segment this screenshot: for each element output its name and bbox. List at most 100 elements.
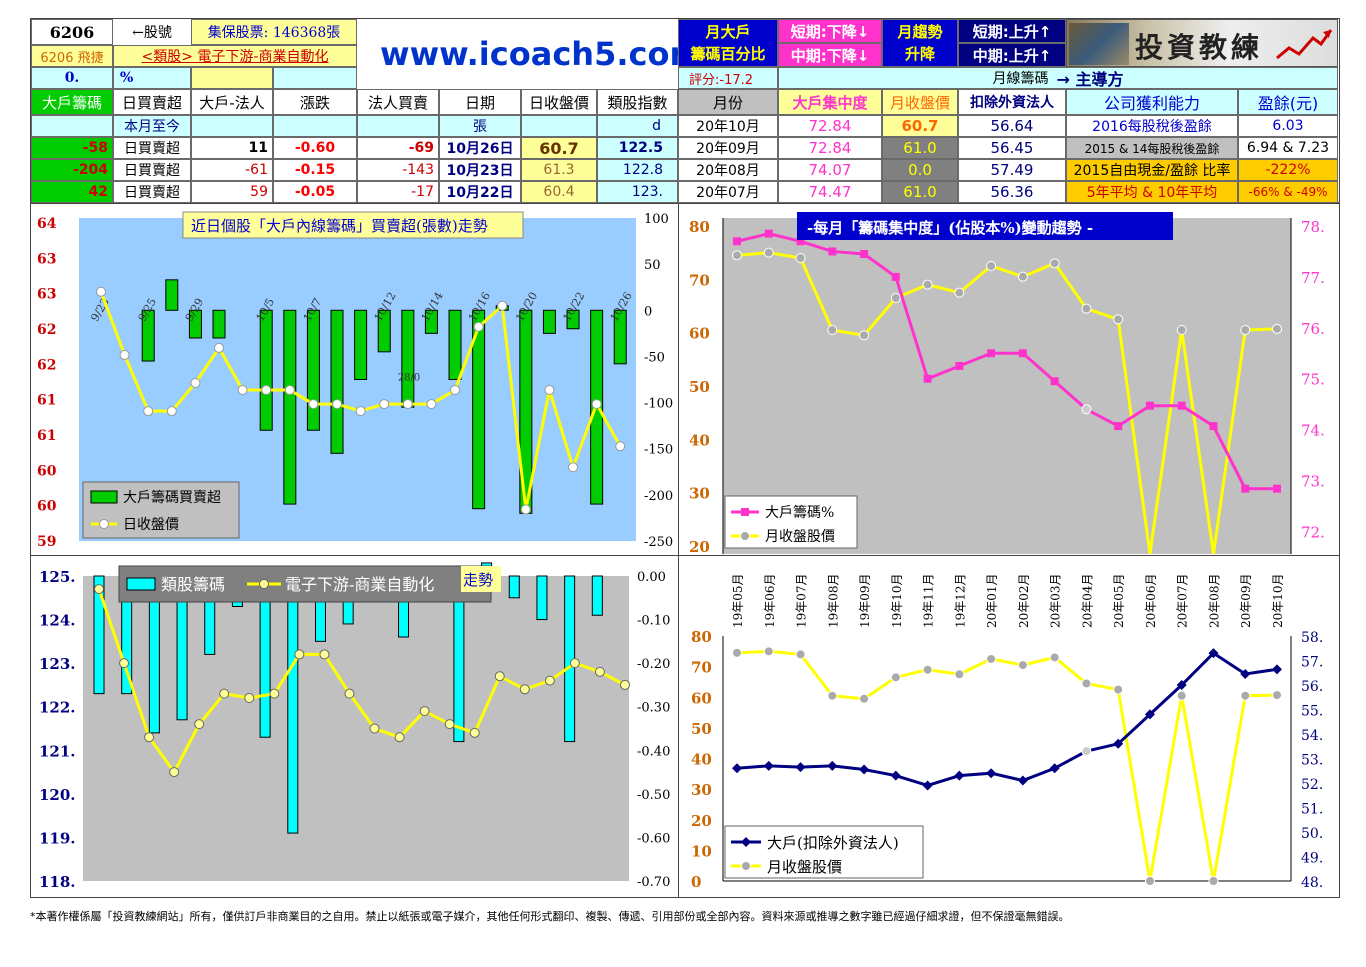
sector-name: <類股> 電子下游-商業自動化 bbox=[113, 45, 357, 67]
line-marker-conc bbox=[860, 250, 869, 258]
daily-sub-5: 張 bbox=[439, 115, 521, 137]
daily-header-2: 大戶-法人 bbox=[191, 89, 273, 115]
line-marker bbox=[194, 719, 205, 730]
line-marker bbox=[544, 385, 555, 396]
profit-value: -222% bbox=[1238, 159, 1338, 181]
month-label: 20年07月 bbox=[678, 181, 778, 203]
line-marker bbox=[284, 385, 295, 396]
line-marker bbox=[261, 385, 272, 396]
line-marker-holder bbox=[1049, 763, 1060, 774]
y-right-tick: -0.50 bbox=[637, 788, 670, 803]
row-index: 122.5 bbox=[597, 137, 678, 159]
daily-header-4: 法人買賣 bbox=[357, 89, 439, 115]
stock-name: 6206 飛捷 bbox=[31, 45, 113, 67]
chart-monthly-concentration: 80 70 60 50 40 30 20 78. 77. 76. 75. 74. 73. 72. -每月「籌… bbox=[689, 212, 1325, 554]
vertical-divider bbox=[678, 203, 679, 898]
month-label: 20年08月 bbox=[678, 159, 778, 181]
y-left-tick: 20 bbox=[691, 812, 712, 830]
y-right-tick: 73. bbox=[1301, 473, 1325, 491]
line-marker bbox=[344, 688, 355, 699]
trend-arrow-icon bbox=[1276, 29, 1333, 60]
x-tick: 20年05月 bbox=[1112, 573, 1126, 628]
value-b: % bbox=[113, 67, 191, 89]
mid-term-up: 中期:上升↑ bbox=[958, 43, 1066, 67]
chart-sector-chips: 0.00 -0.10 -0.20 -0.30 -0.40 -0.50 -0.60 -0.70 1… bbox=[39, 562, 670, 891]
legend-swatch-bar bbox=[90, 490, 118, 504]
score: 評分:-17.2 bbox=[678, 67, 778, 89]
y-right-tick: 56. bbox=[1301, 679, 1323, 695]
line-marker-conc bbox=[1081, 404, 1092, 415]
row-index: 122.8 bbox=[597, 159, 678, 181]
y-right-tick: -200 bbox=[644, 489, 673, 504]
line-marker-price bbox=[954, 287, 965, 298]
line-marker-price bbox=[763, 247, 774, 258]
line-marker-holder bbox=[1240, 668, 1251, 679]
site-url[interactable]: www.icoach5.com bbox=[380, 35, 703, 73]
line-marker-holder bbox=[890, 770, 901, 781]
short-term-down: 短期:下降↓ bbox=[778, 19, 882, 43]
line-marker-holder bbox=[763, 760, 774, 771]
y-left-tick: 70 bbox=[689, 271, 710, 289]
bar bbox=[93, 575, 105, 695]
line-marker-price bbox=[890, 293, 901, 303]
row-big-minus-inst: 59 bbox=[191, 181, 273, 203]
x-tick: 20年04月 bbox=[1080, 573, 1094, 628]
x-tick: 19年05月 bbox=[731, 573, 745, 628]
y-right-tick: -150 bbox=[644, 443, 673, 458]
line-marker bbox=[190, 378, 201, 389]
y-left-tick: 124. bbox=[39, 612, 76, 630]
bar bbox=[354, 309, 368, 380]
line-marker-price bbox=[795, 649, 806, 660]
custody-label: 集保股票: 146368張 bbox=[191, 19, 357, 45]
bar bbox=[306, 309, 320, 431]
legend-marker bbox=[99, 519, 109, 529]
chart-title: 走勢 bbox=[463, 571, 493, 589]
y-right-tick: -0.20 bbox=[637, 657, 670, 672]
y-left-tick: 60 bbox=[689, 325, 710, 343]
line-marker bbox=[319, 649, 330, 660]
line-marker-price bbox=[732, 250, 742, 261]
line-marker bbox=[620, 679, 630, 690]
row-inst: -69 bbox=[357, 137, 439, 159]
bar bbox=[424, 309, 438, 334]
bar bbox=[536, 575, 548, 621]
line-marker bbox=[469, 727, 480, 738]
line-marker-holder bbox=[922, 780, 933, 791]
line-marker-holder bbox=[827, 760, 838, 771]
legend-label-conc: 大戶籌碼% bbox=[765, 505, 834, 521]
month-excl-foreign: 56.36 bbox=[958, 181, 1066, 203]
row-date: 10月26日 bbox=[439, 137, 521, 159]
y-left-tick: 118. bbox=[39, 873, 76, 891]
monthly-big-holder: 月大戶 籌碼百分比 bbox=[678, 19, 778, 67]
line-marker-holder bbox=[1081, 746, 1092, 757]
line-marker bbox=[394, 732, 405, 743]
y-right-tick: 53. bbox=[1301, 753, 1323, 769]
line-marker bbox=[166, 406, 177, 417]
line-marker bbox=[119, 658, 130, 669]
series-line bbox=[97, 588, 626, 775]
daily-header-1: 日買賣超 bbox=[113, 89, 191, 115]
y-left-tick: 63 bbox=[37, 287, 56, 303]
line-marker-conc bbox=[1177, 401, 1186, 410]
bar bbox=[165, 279, 179, 311]
line-marker-conc bbox=[764, 229, 773, 238]
logo-image-icon bbox=[1069, 23, 1129, 65]
line-marker bbox=[591, 399, 602, 410]
line-marker-holder bbox=[732, 763, 742, 774]
bar bbox=[259, 309, 273, 431]
line-marker-price bbox=[922, 664, 933, 675]
x-tick: 20年07月 bbox=[1176, 573, 1190, 628]
line-marker-price bbox=[859, 330, 870, 341]
series-line-price bbox=[736, 649, 1278, 882]
y-left-tick: 60 bbox=[37, 499, 57, 515]
chart-daily-chips: 100 50 0 -50 -100 -150 -200 -250 64 63 63 62 62 61 61 6… bbox=[37, 211, 673, 550]
row-label: 日買賣超 bbox=[113, 181, 191, 203]
legend-swatch-bar bbox=[126, 577, 156, 591]
x-tick: 19年10月 bbox=[890, 573, 904, 628]
y-right-tick: 51. bbox=[1301, 802, 1323, 818]
y-right-tick: -0.10 bbox=[637, 614, 670, 629]
line-marker-conc bbox=[796, 237, 805, 246]
line-marker-price bbox=[1240, 325, 1251, 335]
line-marker-price bbox=[827, 325, 838, 335]
line-marker-price bbox=[732, 647, 742, 658]
